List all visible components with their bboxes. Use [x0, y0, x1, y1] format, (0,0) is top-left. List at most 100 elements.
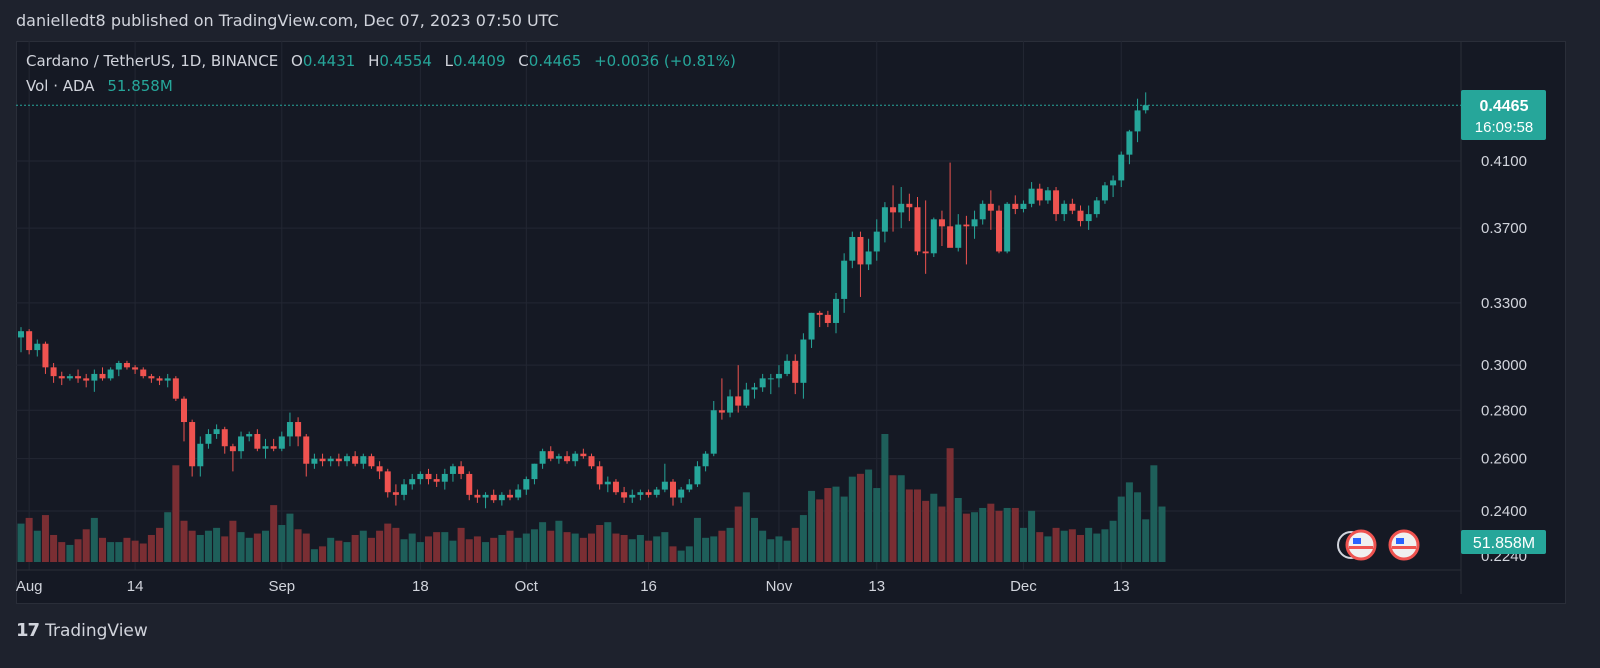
candle-body: [531, 463, 538, 480]
volume-bar: [1011, 507, 1019, 562]
candle-body: [759, 378, 766, 388]
candle-body: [417, 473, 424, 480]
candle-body: [1020, 203, 1027, 209]
candle-body: [270, 446, 277, 449]
candle-body: [539, 451, 546, 464]
tradingview-logo-icon: 17: [16, 620, 40, 641]
ohlc-legend: Cardano / TetherUS, 1D, BINANCE O0.4431 …: [26, 52, 736, 70]
event-icons[interactable]: [1337, 529, 1420, 561]
volume-bar: [995, 510, 1003, 562]
y-tick-label: 0.3700: [1481, 220, 1527, 237]
volume-bar: [1003, 507, 1011, 562]
volume-bar: [791, 527, 799, 562]
open-label: O: [291, 52, 303, 70]
x-tick-label: 13: [1113, 578, 1130, 595]
volume-bar: [376, 530, 384, 562]
us-flag-canton-2: [1396, 538, 1404, 544]
volume-bar: [816, 499, 824, 562]
candle-body: [474, 494, 481, 498]
candle-body: [808, 312, 815, 340]
candle-body: [319, 458, 326, 462]
volume-bar: [367, 537, 375, 562]
candle-body: [833, 298, 839, 323]
candle-body: [930, 219, 937, 254]
candle-body: [572, 453, 579, 462]
candle-body: [857, 236, 864, 265]
volume-bar: [41, 515, 49, 562]
candle-body: [971, 219, 978, 227]
volume-bar: [522, 533, 530, 562]
volume-bar: [620, 534, 628, 562]
candle-body: [979, 203, 986, 220]
candle-body: [1085, 214, 1092, 222]
candle-body: [392, 492, 399, 495]
candle-body: [555, 456, 562, 459]
volume-bar: [294, 529, 302, 562]
candle-body: [213, 429, 220, 435]
candlestick-chart[interactable]: 0.4100 0.3700 0.3300 0.3000 0.2800 0.2600 0.24…: [16, 41, 1566, 604]
candle-body: [751, 387, 758, 390]
volume-bar: [115, 542, 123, 562]
volume-bar: [881, 434, 889, 562]
volume-bar: [702, 537, 710, 562]
volume-bar: [498, 534, 506, 562]
volume-bar: [571, 533, 579, 562]
volume-bar: [979, 507, 987, 562]
volume-bar: [204, 530, 212, 562]
us-flag-icon-2[interactable]: [1388, 529, 1420, 561]
volume-bar: [335, 540, 343, 562]
tradingview-footer[interactable]: 17 TradingView: [16, 620, 148, 641]
candle-body: [922, 251, 929, 254]
candle-body: [629, 494, 636, 498]
candle-body: [580, 453, 587, 457]
candle-body: [670, 481, 676, 498]
volume-bar: [971, 512, 979, 562]
candle-body: [311, 458, 318, 464]
candle-body: [409, 479, 416, 485]
candle-body: [254, 434, 261, 449]
candle-body: [1126, 131, 1133, 155]
volume-bar: [50, 534, 58, 562]
open-value: 0.4431: [302, 52, 356, 70]
volume-bar: [416, 542, 424, 562]
volume-bar: [628, 539, 636, 562]
candle-body: [458, 466, 465, 474]
candle-body: [1069, 203, 1076, 211]
volume-bar: [922, 500, 930, 562]
candle-body: [449, 466, 456, 474]
volume-bar: [938, 506, 946, 562]
candle-body: [645, 492, 652, 495]
candle-body: [515, 489, 522, 498]
candle-body: [482, 494, 489, 498]
volume-bar: [343, 542, 351, 562]
current-price-label: 0.4465: [1480, 98, 1529, 115]
volume-legend-value: 51.858M: [107, 77, 173, 95]
volume-bar: [147, 534, 155, 562]
volume-bar: [82, 529, 90, 562]
candle-body: [181, 398, 187, 423]
candle-body: [637, 492, 644, 495]
candle-body: [841, 260, 848, 299]
volume-bar: [319, 546, 327, 562]
candle-body: [91, 373, 98, 381]
axes: 0.4100 0.3700 0.3300 0.3000 0.2800 0.2600 0.24…: [16, 153, 1527, 595]
candle-body: [914, 207, 921, 252]
candle-body: [50, 367, 57, 377]
x-tick-label: 14: [127, 578, 144, 595]
volume-bar: [392, 527, 400, 562]
volume-bar: [1093, 533, 1101, 562]
volume-bar: [636, 534, 644, 562]
volume-bar: [408, 533, 416, 562]
volume-bar: [897, 475, 905, 562]
volume-bar: [539, 522, 547, 562]
candle-body: [352, 456, 359, 464]
volume-bar: [783, 540, 791, 562]
volume-bar: [107, 542, 115, 562]
volume-bar: [604, 522, 612, 562]
candle-body: [107, 369, 114, 379]
volume-bar: [188, 530, 196, 562]
volume-bar: [99, 537, 106, 562]
candle-body: [327, 458, 334, 462]
us-flag-icon[interactable]: [1345, 529, 1377, 561]
candle-body: [906, 203, 913, 208]
